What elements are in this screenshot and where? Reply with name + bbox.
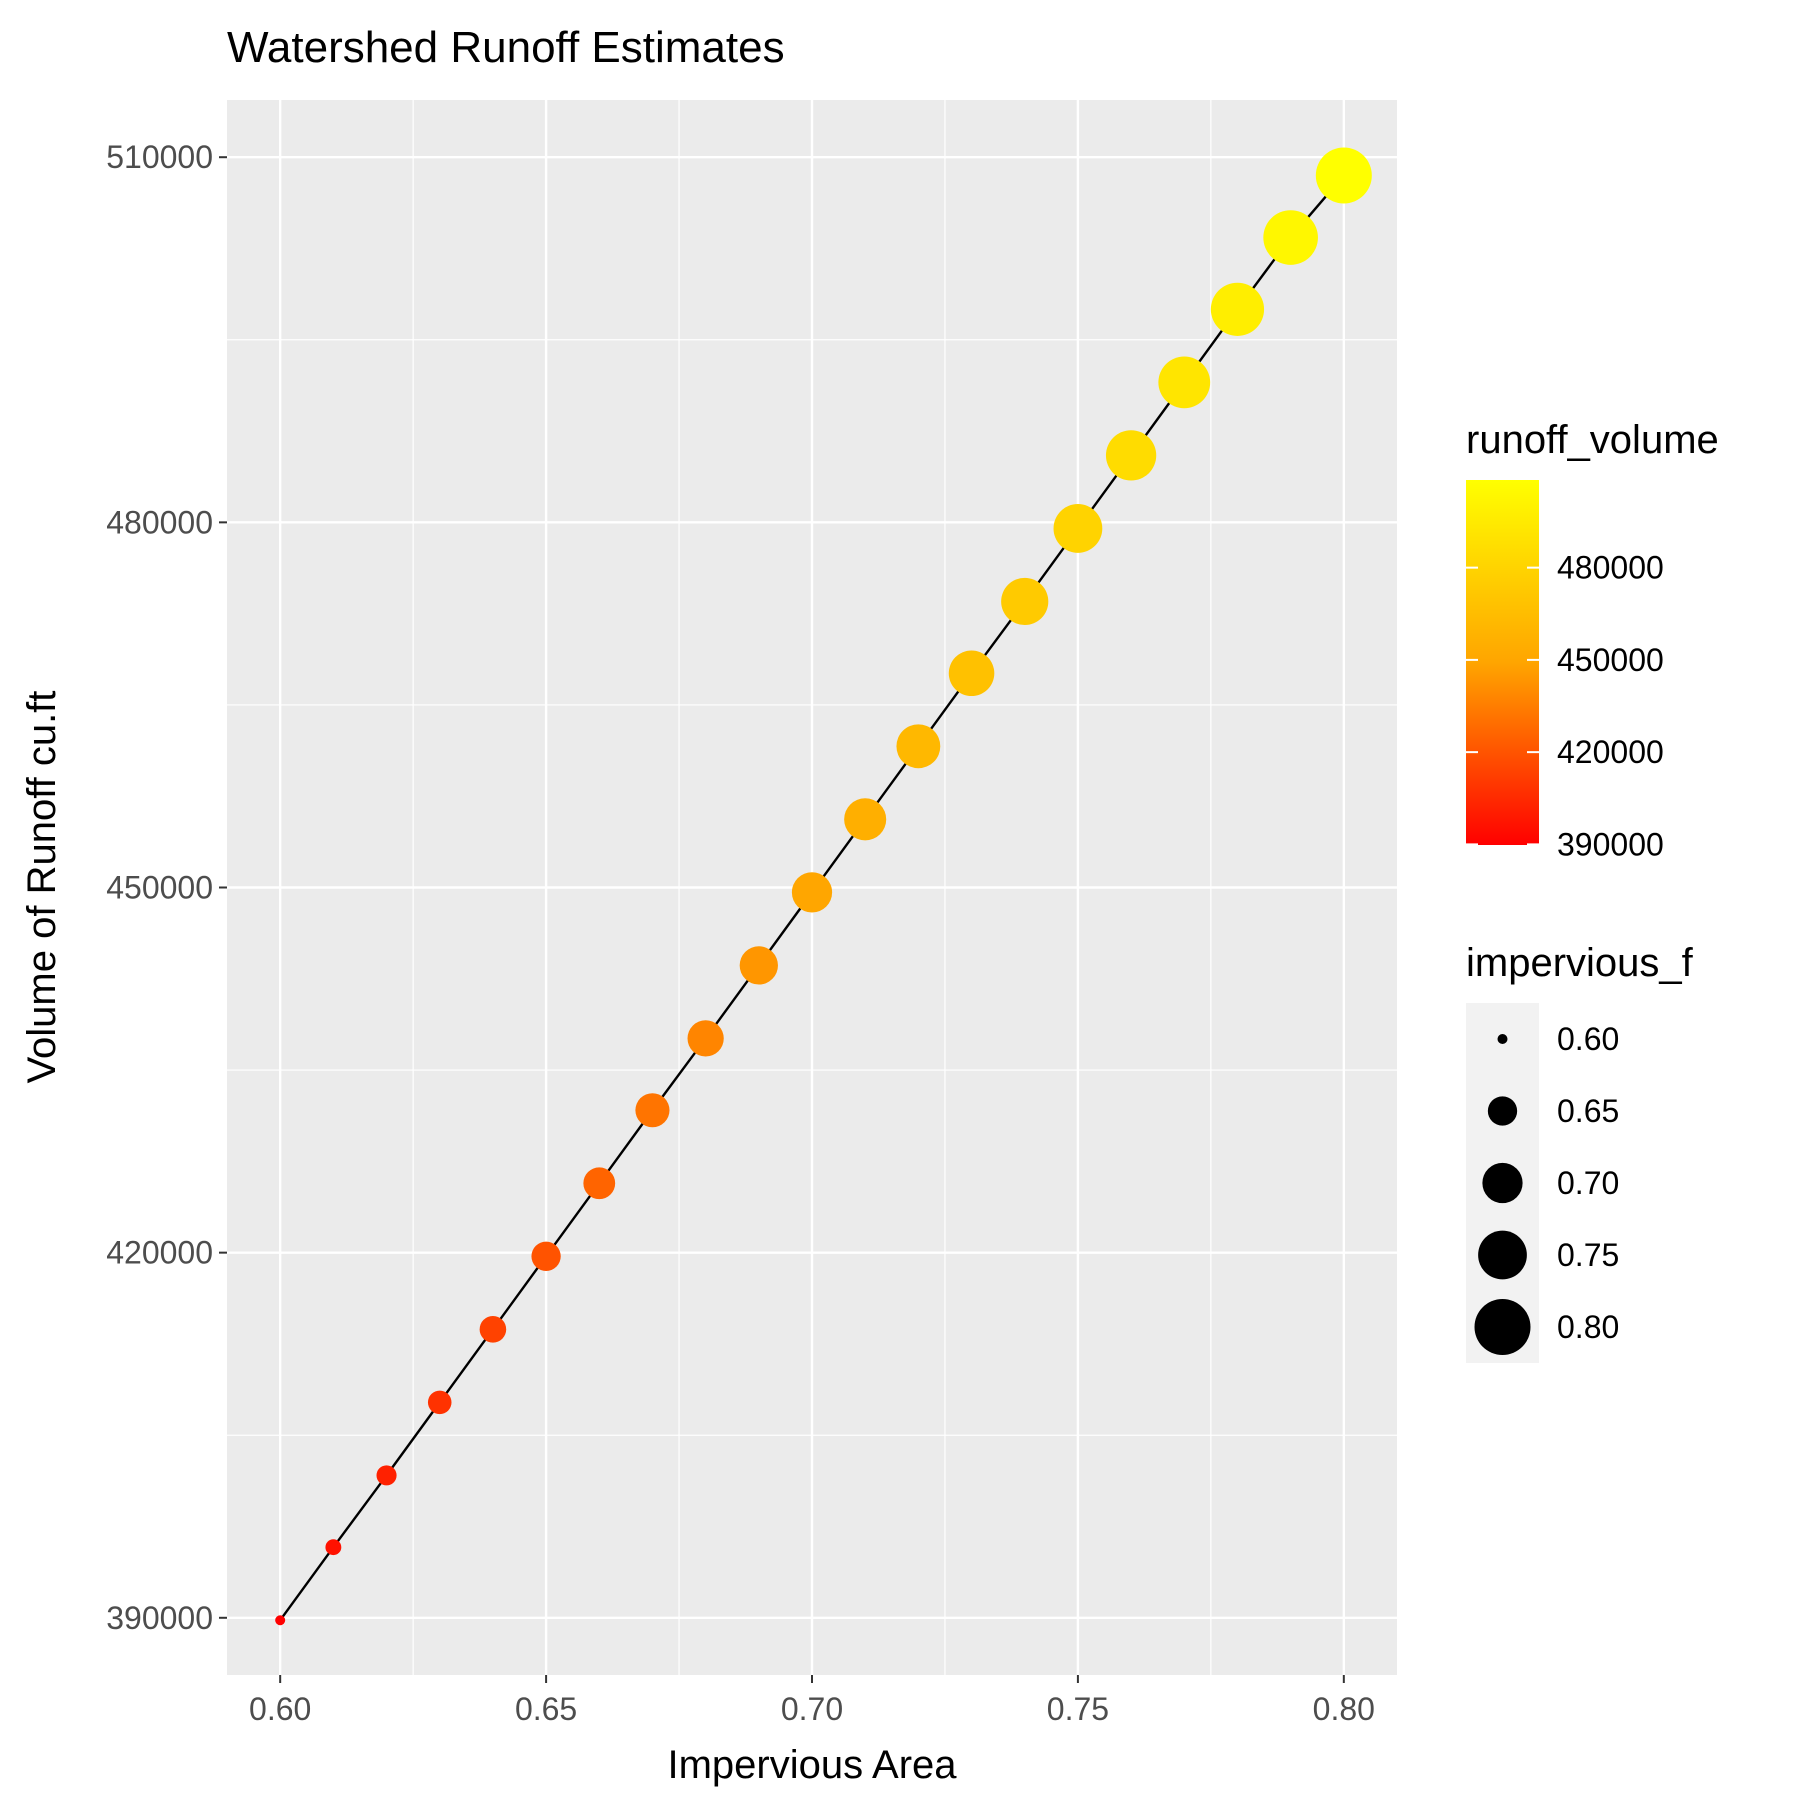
data-point	[635, 1093, 670, 1128]
size-legend-key	[1474, 1299, 1531, 1355]
data-point	[1158, 356, 1211, 409]
y-tick-label: 390000	[106, 1600, 213, 1636]
data-point	[531, 1241, 561, 1271]
data-point	[1105, 430, 1157, 481]
color-legend-title: runoff_volume	[1466, 418, 1719, 462]
data-point	[1263, 210, 1318, 265]
size-legend-label: 0.65	[1557, 1093, 1619, 1129]
y-tick-label: 480000	[106, 504, 213, 540]
size-legend-title: impervious_f	[1466, 941, 1694, 985]
data-point	[583, 1167, 616, 1200]
size-legend-key	[1497, 1034, 1508, 1044]
data-point	[1210, 282, 1265, 336]
y-axis-title: Volume of Runoff cu.ft	[20, 691, 64, 1084]
data-point	[479, 1316, 507, 1343]
data-point	[1053, 504, 1103, 553]
y-tick-label: 420000	[106, 1235, 213, 1271]
colorbar-label: 390000	[1557, 826, 1664, 862]
data-point	[1001, 577, 1049, 626]
data-point	[791, 872, 833, 913]
color-legend: runoff_volume 390000 420000 450000 480000	[1466, 418, 1719, 862]
y-axis-ticks: 390000 420000 450000 480000 510000	[106, 139, 227, 1636]
data-point	[376, 1465, 397, 1486]
size-legend: impervious_f 0.60 0.65 0.70 0.75 0.80	[1466, 941, 1694, 1363]
size-legend-key	[1487, 1096, 1518, 1126]
x-tick-label: 0.70	[781, 1691, 843, 1727]
x-tick-label: 0.75	[1047, 1691, 1109, 1727]
x-axis-title: Impervious Area	[667, 1743, 957, 1787]
size-legend-label: 0.60	[1557, 1021, 1619, 1057]
size-legend-label: 0.80	[1557, 1309, 1619, 1345]
size-legend-key	[1482, 1162, 1523, 1204]
x-tick-label: 0.80	[1313, 1691, 1375, 1727]
data-point	[739, 946, 778, 985]
data-point	[948, 650, 995, 697]
data-point	[427, 1390, 452, 1415]
y-tick-label: 450000	[106, 870, 213, 906]
colorbar-label: 480000	[1557, 550, 1664, 586]
size-legend-label: 0.75	[1557, 1237, 1619, 1273]
size-legend-key	[1478, 1230, 1527, 1280]
x-tick-label: 0.65	[515, 1691, 577, 1727]
data-point	[1315, 147, 1372, 204]
colorbar-label: 420000	[1557, 734, 1664, 770]
data-point	[844, 798, 887, 841]
colorbar-ticks: 390000 420000 450000 480000	[1466, 550, 1664, 862]
colorbar-label: 450000	[1557, 642, 1664, 678]
chart-title: Watershed Runoff Estimates	[227, 23, 785, 72]
data-point	[687, 1020, 724, 1057]
x-tick-label: 0.60	[249, 1691, 311, 1727]
data-point	[325, 1539, 342, 1556]
size-legend-label: 0.70	[1557, 1165, 1619, 1201]
data-point	[275, 1615, 286, 1626]
size-legend-keys: 0.60 0.65 0.70 0.75 0.80	[1474, 1021, 1619, 1355]
colorbar	[1466, 480, 1539, 845]
x-axis-ticks: 0.60 0.65 0.70 0.75 0.80	[249, 1675, 1375, 1727]
data-points	[275, 147, 1372, 1626]
data-point	[896, 724, 941, 769]
y-tick-label: 510000	[106, 139, 213, 175]
